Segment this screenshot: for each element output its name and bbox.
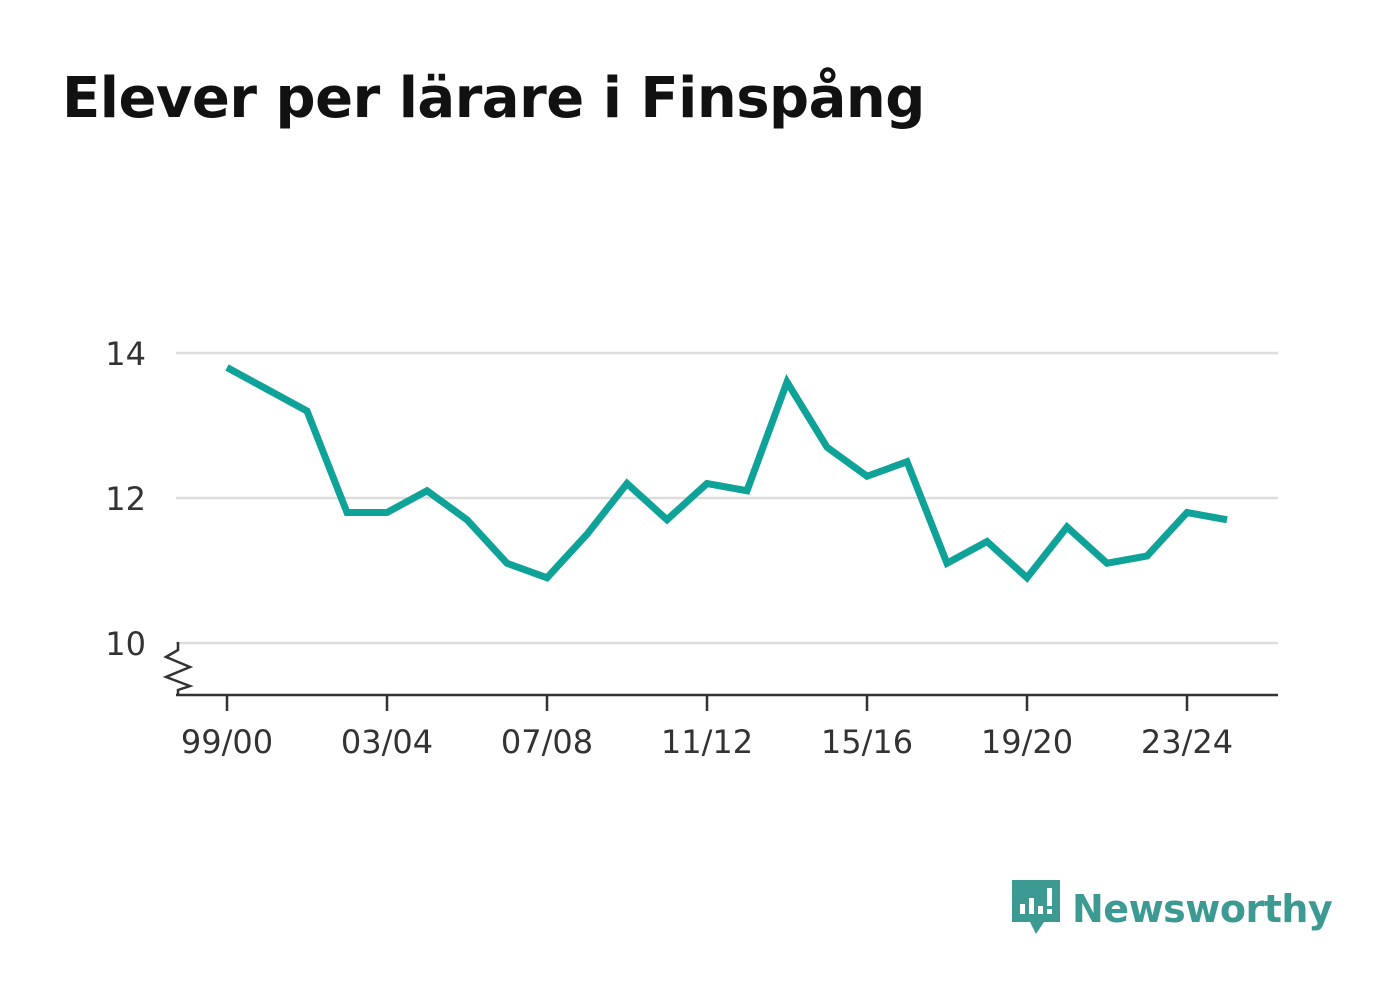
y-tick-label: 10 (105, 625, 146, 663)
newsworthy-icon (1012, 880, 1060, 934)
x-tick-label: 03/04 (341, 723, 433, 761)
y-axis: 10 12 14 (105, 335, 146, 663)
x-tick-label: 15/16 (821, 723, 913, 761)
x-tick-label: 23/24 (1141, 723, 1233, 761)
series-line (225, 364, 1228, 583)
series-polyline (225, 364, 1228, 583)
y-axis-break (162, 642, 194, 696)
y-tick-label: 12 (105, 480, 146, 518)
x-tick-label: 99/00 (181, 723, 273, 761)
gridlines (176, 351, 1278, 645)
newsworthy-logo: Newsworthy (1010, 878, 1333, 940)
x-tick-label: 07/08 (501, 723, 593, 761)
x-axis: 99/00 03/04 07/08 11/12 15/16 19/20 23/24 (181, 695, 1233, 761)
chart-title: Elever per lärare i Finspång (62, 66, 925, 131)
x-tick-label: 19/20 (981, 723, 1073, 761)
x-tick-label: 11/12 (661, 723, 753, 761)
brand-name: Newsworthy (1072, 887, 1333, 931)
y-tick-label: 14 (105, 335, 146, 373)
